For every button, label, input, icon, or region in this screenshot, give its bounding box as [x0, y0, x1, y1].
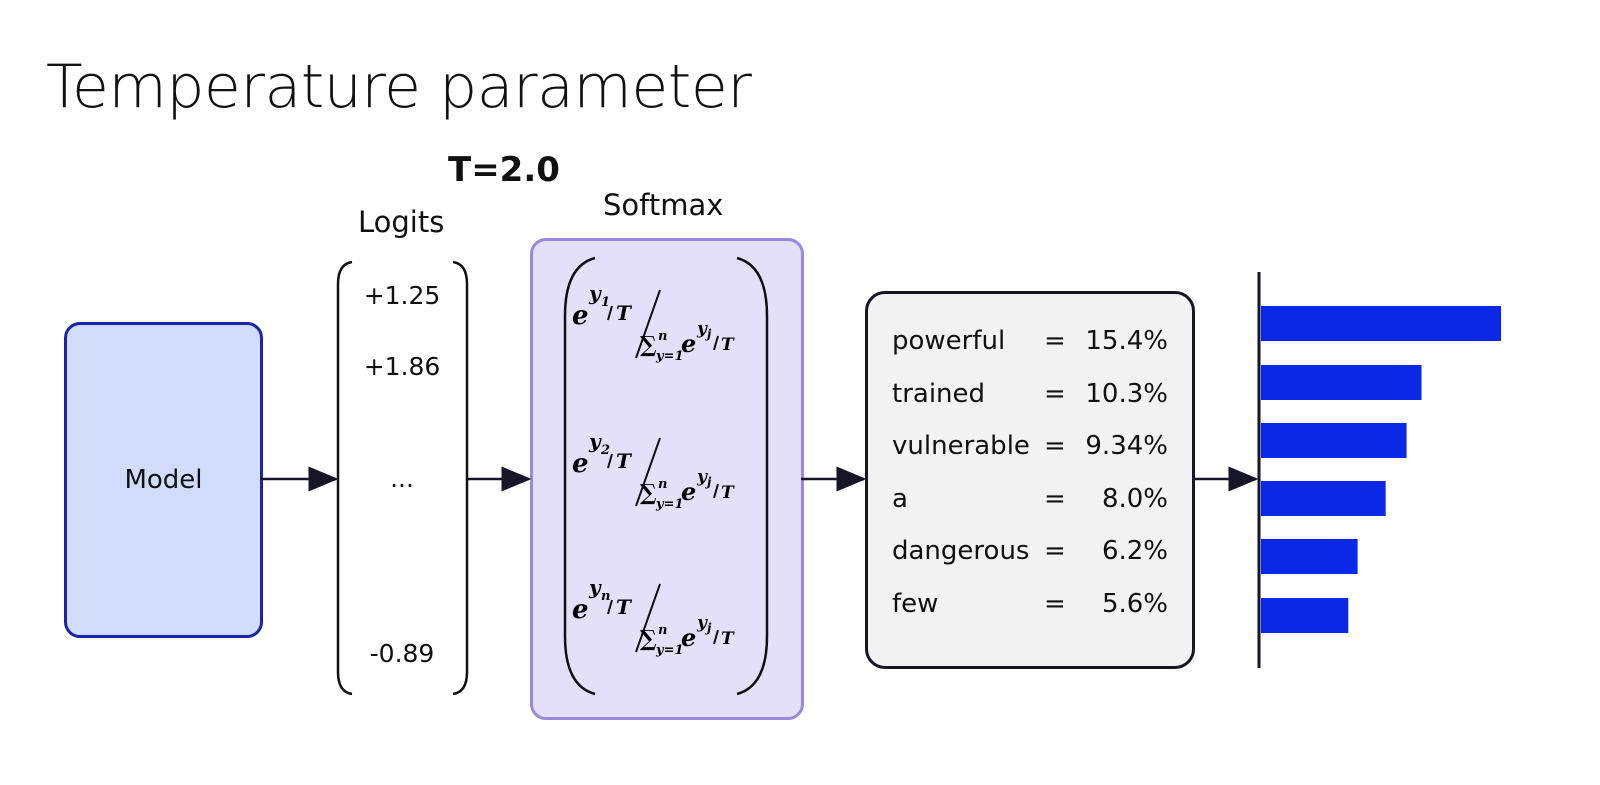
- bar-few: [1261, 598, 1349, 633]
- svg-text:∑: ∑: [640, 332, 657, 358]
- svg-text:j: j: [705, 475, 712, 489]
- bar-dangerous: [1261, 539, 1358, 574]
- svg-text:y: y: [696, 467, 708, 487]
- svg-text:∑: ∑: [640, 626, 657, 652]
- svg-text:y: y: [588, 429, 602, 453]
- logit-ellipsis: ...: [390, 464, 414, 493]
- probability-value: 8.0%: [1101, 483, 1168, 514]
- logits-title: Logits: [358, 205, 445, 239]
- model-label: Model: [124, 465, 203, 495]
- probability-row: dangerous = 6.2%: [892, 536, 1168, 576]
- bar-a: [1261, 481, 1386, 516]
- token-word: trained: [892, 378, 986, 409]
- probability-row: trained = 10.3%: [892, 379, 1168, 419]
- token-word: vulnerable: [892, 431, 1030, 461]
- probability-row: powerful = 15.4%: [892, 326, 1168, 366]
- equals-sign: =: [1044, 536, 1066, 566]
- logit-value-n: -0.89: [369, 639, 435, 668]
- svg-text:e: e: [681, 477, 696, 506]
- svg-text:y: y: [588, 281, 602, 305]
- softmax-title: Softmax: [603, 188, 724, 222]
- svg-text:y=1: y=1: [655, 497, 684, 512]
- equals-sign: =: [1044, 431, 1066, 461]
- probability-value: 10.3%: [1085, 378, 1168, 409]
- token-word: a: [892, 483, 908, 514]
- svg-text:y: y: [696, 319, 708, 339]
- bar-powerful: [1261, 306, 1501, 341]
- svg-text:2: 2: [600, 443, 610, 458]
- svg-text:e: e: [572, 301, 589, 331]
- softmax-box: [530, 238, 804, 720]
- logit-value-2: +1.86: [363, 352, 441, 381]
- svg-text:1: 1: [601, 295, 610, 310]
- svg-text:y=1: y=1: [655, 349, 684, 364]
- svg-text:j: j: [705, 327, 712, 341]
- svg-text:y=1: y=1: [655, 643, 684, 658]
- probability-value: 15.4%: [1085, 326, 1168, 356]
- bar-vulnerable: [1261, 423, 1407, 458]
- model-box: Model: [64, 322, 263, 638]
- svg-text:y: y: [588, 575, 602, 599]
- svg-text:e: e: [572, 595, 589, 625]
- svg-text:e: e: [681, 623, 696, 652]
- softmax-formula-3: ey n T∑ ny=1e y jT: [572, 575, 735, 658]
- svg-text:∑: ∑: [640, 480, 657, 506]
- logit-value-1: +1.25: [363, 281, 441, 310]
- equals-sign: =: [1044, 588, 1066, 619]
- svg-text:n: n: [658, 329, 667, 344]
- svg-text:T: T: [616, 595, 633, 619]
- probability-value: 9.34%: [1085, 431, 1168, 461]
- svg-text:n: n: [658, 477, 667, 492]
- svg-text:j: j: [705, 621, 712, 635]
- probability-row: a = 8.0%: [892, 484, 1168, 524]
- token-word: few: [892, 588, 939, 619]
- equals-sign: =: [1044, 483, 1066, 514]
- token-word: dangerous: [892, 536, 1030, 566]
- svg-text:n: n: [658, 623, 667, 638]
- softmax-bracket: [563, 256, 769, 696]
- softmax-formula-1: ey 1 T∑ ny=1e y jT: [572, 281, 735, 364]
- bar-trained: [1261, 365, 1422, 400]
- svg-text:e: e: [572, 449, 589, 479]
- svg-text:T: T: [616, 449, 633, 473]
- probability-row: vulnerable = 9.34%: [892, 431, 1168, 471]
- svg-text:T: T: [721, 629, 735, 649]
- probability-value: 6.2%: [1101, 536, 1168, 566]
- page-title: Temperature parameter: [46, 52, 752, 122]
- token-word: powerful: [892, 326, 1006, 356]
- softmax-formula-2: ey 2 T∑ ny=1e y jT: [572, 429, 735, 512]
- svg-text:n: n: [601, 589, 610, 604]
- temperature-label: T=2.0: [448, 150, 560, 190]
- equals-sign: =: [1044, 326, 1066, 356]
- svg-text:y: y: [696, 613, 708, 633]
- svg-text:e: e: [681, 329, 696, 358]
- svg-text:T: T: [616, 301, 633, 325]
- probability-table: powerful = 15.4% trained = 10.3% vulnerable = 9.…: [865, 291, 1195, 669]
- svg-text:T: T: [721, 483, 735, 503]
- probability-row: few = 5.6%: [892, 589, 1168, 629]
- svg-text:T: T: [721, 335, 735, 355]
- equals-sign: =: [1044, 378, 1066, 409]
- probability-value: 5.6%: [1101, 588, 1168, 619]
- probability-bar-chart: [1257, 272, 1501, 668]
